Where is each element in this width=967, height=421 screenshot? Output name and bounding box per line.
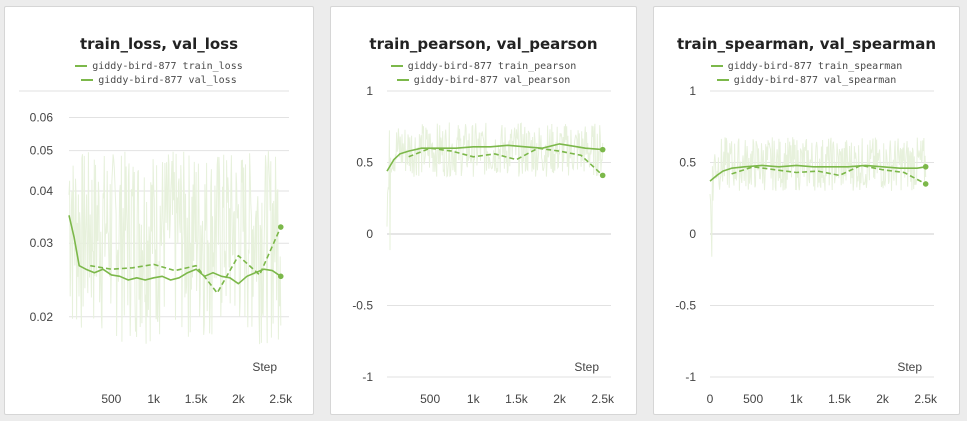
- legend-entry[interactable]: giddy-bird-877 train_pearson: [331, 59, 636, 73]
- y-tick-label: 0.5: [679, 156, 696, 170]
- val-series-line: [408, 147, 604, 176]
- x-tick-label: 500: [101, 392, 121, 406]
- y-tick-label: 1: [689, 84, 696, 98]
- y-tick-label: 0.04: [30, 184, 54, 198]
- legend-label: giddy-bird-877 val_spearman: [733, 74, 897, 86]
- x-tick-label: 1.5k: [505, 392, 529, 406]
- x-tick-label: 1.5k: [185, 392, 209, 406]
- legend-label: giddy-bird-877 val_loss: [98, 74, 237, 86]
- x-tick-label: 1k: [467, 392, 481, 406]
- chart-svg: 1 0.5 0 -0.5 -1 0 500 1k 1.5k 2k 2.5k Step: [675, 84, 938, 406]
- chart-legend: giddy-bird-877 train_pearson giddy-bird-…: [331, 59, 636, 87]
- y-tick-label: 0.06: [30, 111, 54, 125]
- chart-panel-loss: 0.06 0.05 0.04 0.03 0.02 500 1k 1.5k 2k 2.5k Step …: [4, 6, 314, 415]
- x-axis-label: Step: [897, 360, 922, 374]
- val-series-line: [731, 164, 927, 185]
- x-tick-label: 500: [743, 392, 763, 406]
- legend-swatch-dashed: [81, 76, 94, 84]
- legend-label: giddy-bird-877 train_spearman: [727, 60, 903, 72]
- train-series-line: [68, 215, 282, 285]
- legend-swatch-solid: [710, 62, 723, 70]
- legend-label: giddy-bird-877 train_pearson: [407, 60, 577, 72]
- x-tick-label: 2k: [232, 392, 246, 406]
- series-end-point: [599, 172, 606, 179]
- x-tick-label: 1k: [790, 392, 804, 406]
- y-tick-label: -0.5: [352, 299, 373, 313]
- y-tick-label: -1: [685, 370, 696, 384]
- y-tick-label: -1: [362, 370, 373, 384]
- train-series-line: [386, 143, 603, 172]
- legend-swatch-dashed: [716, 76, 729, 84]
- legend-entry[interactable]: giddy-bird-877 val_pearson: [331, 73, 636, 87]
- chart-svg: 1 0.5 0 -0.5 -1 500 1k 1.5k 2k 2.5k Step: [352, 84, 615, 406]
- raw-noise-trace: [68, 151, 282, 345]
- chart-panel-spearman: 1 0.5 0 -0.5 -1 0 500 1k 1.5k 2k 2.5k Step train_sp…: [653, 6, 960, 415]
- x-tick-label: 0: [707, 392, 714, 406]
- train-series-line: [709, 164, 926, 182]
- x-tick-label: 1k: [147, 392, 161, 406]
- y-tick-label: 1: [366, 84, 373, 98]
- legend-swatch-solid: [390, 62, 403, 70]
- legend-label: giddy-bird-877 train_loss: [92, 60, 243, 72]
- x-tick-label: 2.5k: [269, 392, 293, 406]
- chart-title: train_loss, val_loss: [79, 35, 239, 53]
- y-tick-label: 0.05: [30, 144, 54, 158]
- chart-legend: giddy-bird-877 train_spearman giddy-bird…: [654, 59, 959, 87]
- chart-panel-pearson: 1 0.5 0 -0.5 -1 500 1k 1.5k 2k 2.5k Step train_pea…: [330, 6, 637, 415]
- x-tick-label: 2k: [553, 392, 567, 406]
- y-tick-label: 0: [366, 227, 373, 241]
- raw-noise-trace: [709, 137, 927, 257]
- series-end-point: [599, 146, 606, 153]
- chart-title: train_spearman, val_spearman: [676, 35, 937, 53]
- legend-entry[interactable]: giddy-bird-877 val_spearman: [654, 73, 959, 87]
- y-tick-label: 0.03: [30, 236, 54, 250]
- x-tick-label: 2.5k: [591, 392, 615, 406]
- legend-entry[interactable]: giddy-bird-877 train_loss: [5, 59, 313, 73]
- raw-noise-trace: [386, 122, 604, 251]
- x-tick-label: 2.5k: [914, 392, 938, 406]
- chart-legend: giddy-bird-877 train_loss giddy-bird-877…: [5, 59, 313, 87]
- y-tick-label: 0.02: [30, 310, 54, 324]
- series-end-point: [277, 224, 284, 230]
- legend-swatch-solid: [75, 62, 88, 70]
- y-tick-label: 0.5: [356, 156, 373, 170]
- chart-title: train_pearson, val_pearson: [369, 35, 598, 53]
- legend-entry[interactable]: giddy-bird-877 train_spearman: [654, 59, 959, 73]
- y-tick-label: -0.5: [675, 299, 696, 313]
- x-tick-label: 1.5k: [828, 392, 852, 406]
- x-axis-label: Step: [252, 360, 277, 374]
- legend-entry[interactable]: giddy-bird-877 val_loss: [5, 73, 313, 87]
- legend-label: giddy-bird-877 val_pearson: [413, 74, 571, 86]
- x-tick-label: 2k: [876, 392, 890, 406]
- x-tick-label: 500: [420, 392, 440, 406]
- y-tick-label: 0: [689, 227, 696, 241]
- series-end-point: [277, 273, 284, 280]
- series-end-point: [922, 163, 929, 170]
- series-end-point: [922, 181, 929, 187]
- x-axis-label: Step: [574, 360, 599, 374]
- chart-svg: 0.06 0.05 0.04 0.03 0.02 500 1k 1.5k 2k 2.5k Step: [19, 90, 293, 406]
- val-series-line: [90, 226, 282, 294]
- legend-swatch-dashed: [396, 76, 409, 84]
